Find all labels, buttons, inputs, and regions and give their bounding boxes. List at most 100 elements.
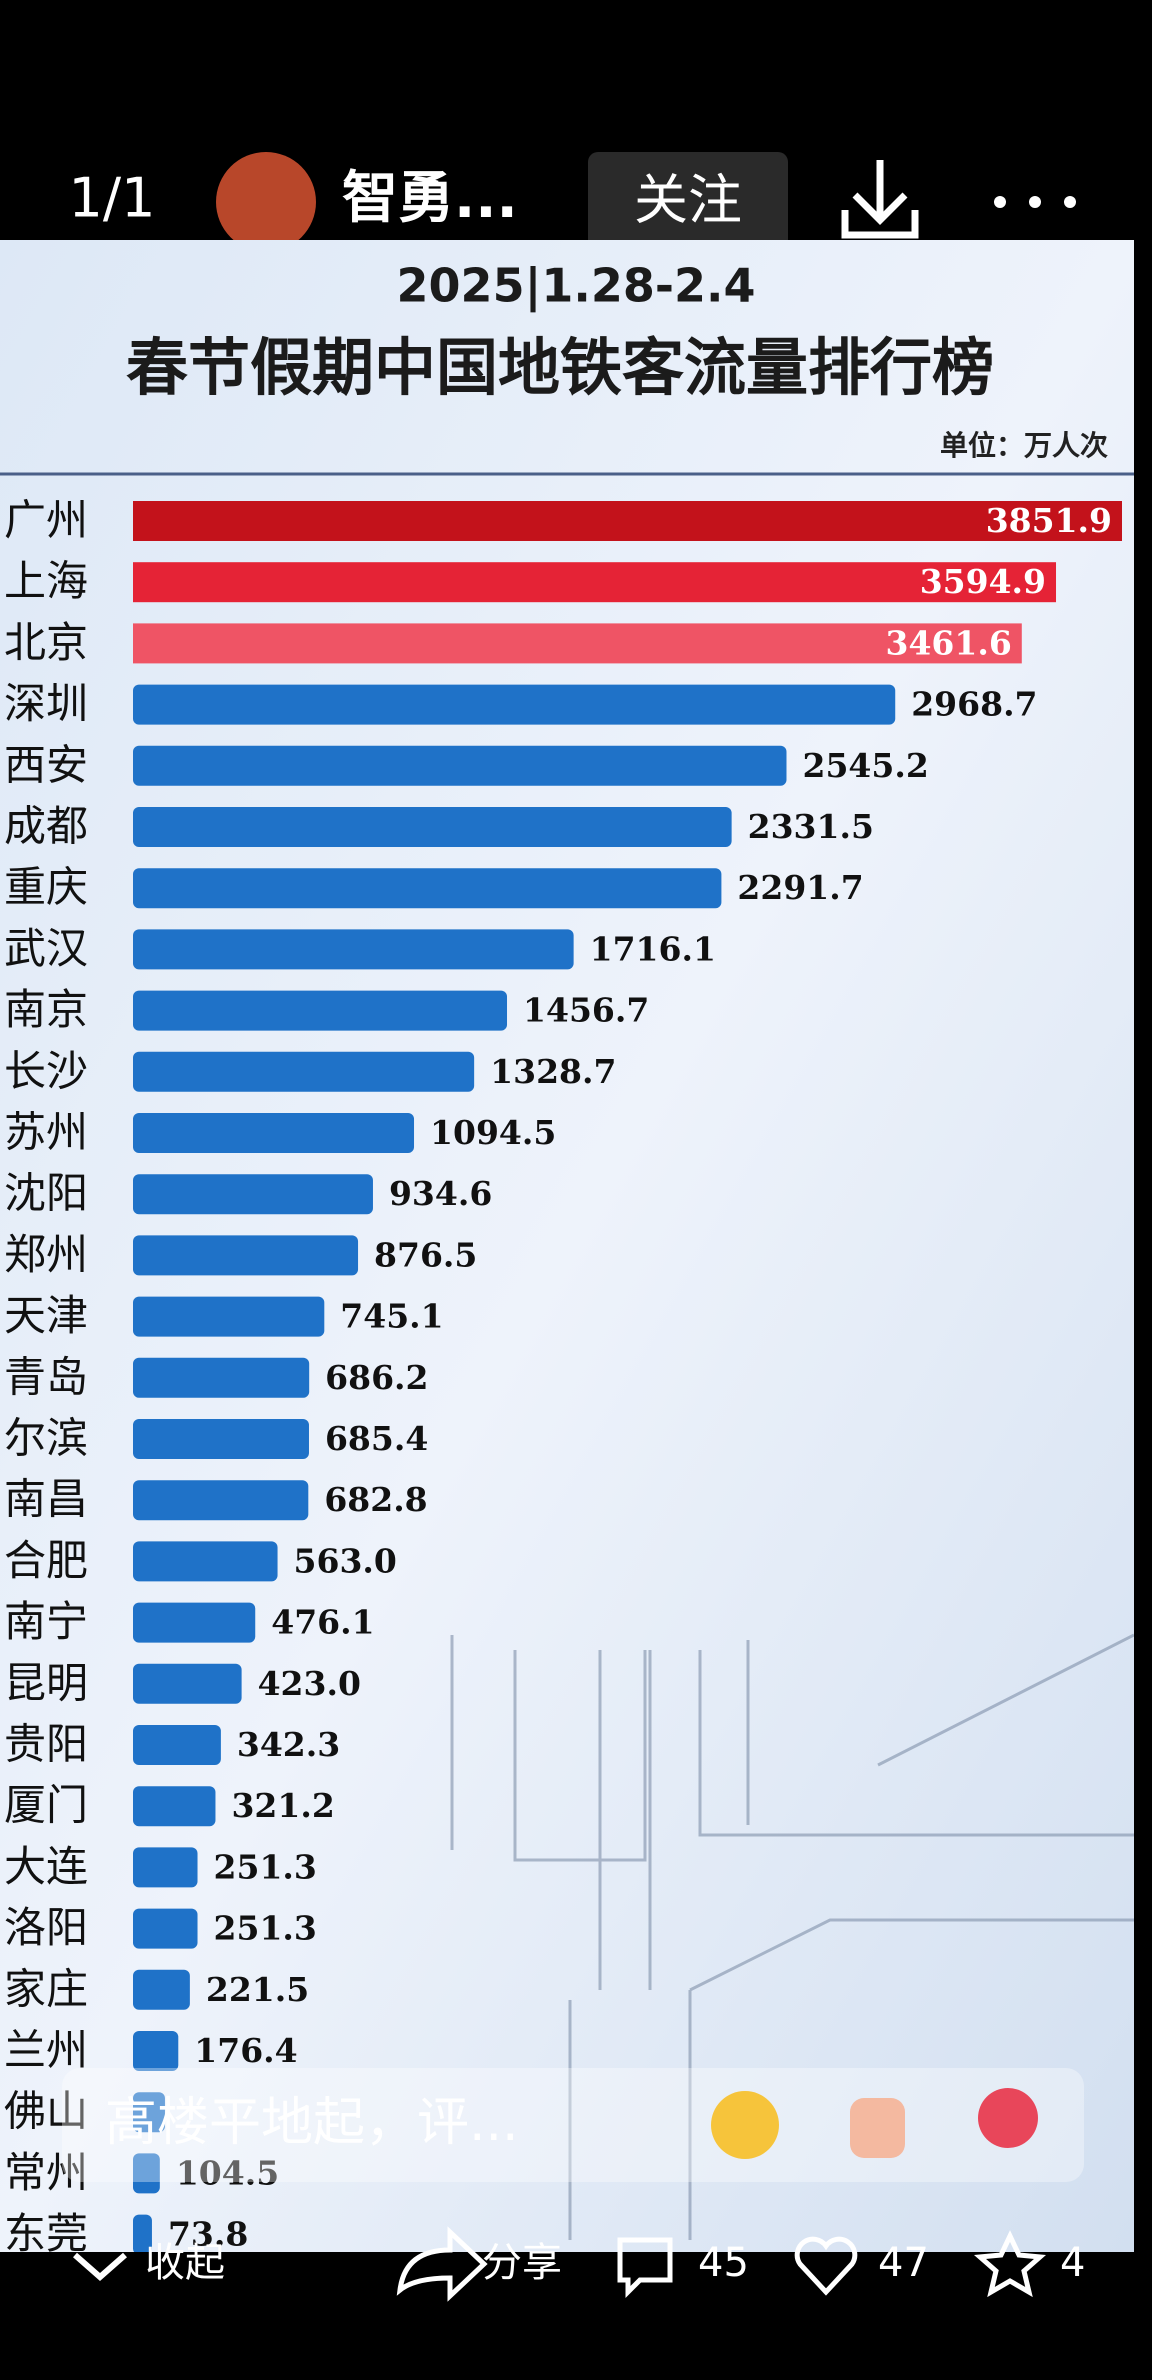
bar	[133, 1357, 310, 1398]
more-icon[interactable]	[994, 196, 1076, 208]
value-label: 876.5	[374, 1235, 477, 1274]
emoji-grin[interactable]	[711, 2091, 779, 2159]
value-label: 682.8	[324, 1480, 427, 1519]
value-label: 176.4	[194, 2031, 297, 2070]
category-label: 西安	[4, 740, 88, 789]
bar	[133, 1051, 475, 1092]
value-label: 476.1	[271, 1603, 374, 1642]
comment-count: 45	[698, 2240, 749, 2286]
value-label: 2331.5	[748, 807, 874, 846]
value-label: 934.6	[389, 1174, 492, 1213]
bar	[133, 990, 508, 1031]
category-label: 合肥	[4, 1536, 88, 1585]
category-label: 重庆	[4, 863, 88, 912]
category-label: 天津	[4, 1291, 88, 1340]
chart-title: 春节假期中国地铁客流量排行榜	[126, 331, 994, 404]
category-label: 兰州	[4, 2026, 88, 2075]
bar	[133, 929, 574, 970]
chart-subtitle: 2025|1.28-2.4	[397, 259, 756, 314]
bar	[133, 1847, 198, 1888]
bar	[133, 1969, 190, 2010]
category-label: 昆明	[4, 1658, 88, 1707]
follow-label: 关注	[634, 169, 742, 232]
value-label: 104.5	[176, 2153, 279, 2192]
collapse-label[interactable]: 收起	[145, 2240, 225, 2286]
chart-image: 2025|1.28-2.4 春节假期中国地铁客流量排行榜 单位：万人次 广州 38…	[0, 240, 1134, 2258]
share-icon[interactable]	[396, 2226, 488, 2302]
share-label[interactable]: 分享	[482, 2240, 562, 2286]
bar	[133, 501, 1122, 541]
bar	[133, 2031, 179, 2071]
collapse-icon[interactable]	[73, 2252, 127, 2281]
author-name[interactable]: 智勇...	[342, 166, 518, 231]
value-label: 3594.9	[920, 562, 1046, 601]
category-label: 郑州	[4, 1230, 88, 1279]
comment-placeholder[interactable]: 高楼平地起，评...	[105, 2093, 519, 2153]
bar	[133, 2153, 160, 2194]
value-label: 3851.9	[986, 501, 1112, 540]
value-label: 321.2	[231, 1786, 334, 1825]
comment-icon[interactable]	[617, 2237, 673, 2299]
category-label: 上海	[4, 557, 88, 606]
bar	[133, 1235, 359, 1276]
like-icon[interactable]	[794, 2236, 858, 2296]
download-icon[interactable]	[841, 160, 919, 239]
value-label: 2968.7	[911, 685, 1037, 724]
category-label: 长沙	[4, 1046, 88, 1095]
value-label: 423.0	[258, 1664, 361, 1703]
category-label: 沈阳	[4, 1169, 88, 1218]
category-label: 东莞	[4, 2209, 88, 2258]
bar	[133, 1419, 309, 1459]
value-label: 685.4	[325, 1419, 428, 1458]
category-label: 厦门	[4, 1781, 88, 1830]
category-label: 家庄	[4, 1964, 88, 2013]
value-label: 73.8	[168, 2215, 248, 2254]
bar	[133, 1113, 415, 1153]
value-label: 2291.7	[737, 868, 863, 907]
bar	[133, 623, 1022, 664]
bar	[133, 1786, 216, 1827]
value-label: 1456.7	[523, 991, 649, 1030]
category-label: 武汉	[4, 924, 88, 973]
value-label: 1328.7	[490, 1052, 616, 1091]
category-label: 尔滨	[4, 1414, 88, 1463]
bar	[133, 1480, 309, 1521]
unit-label: 单位：万人次	[940, 429, 1108, 462]
category-label: 北京	[4, 618, 88, 667]
favorite-icon[interactable]	[973, 2230, 1047, 2298]
comment-box[interactable]	[62, 2068, 1084, 2182]
bar	[133, 1663, 242, 1704]
bar	[133, 1174, 373, 1215]
like-count: 47	[878, 2240, 929, 2286]
value-label: 221.5	[206, 1970, 309, 2009]
value-label: 686.2	[325, 1358, 428, 1397]
category-label: 成都	[4, 802, 88, 851]
value-label: 1716.1	[590, 929, 716, 968]
bar	[133, 807, 732, 847]
category-label: 青岛	[4, 1352, 88, 1401]
value-label: 563.0	[294, 1541, 397, 1580]
follow-button[interactable]	[588, 152, 788, 252]
category-label: 佛山	[4, 2087, 88, 2136]
value-label: 3461.6	[885, 623, 1011, 662]
bar	[133, 562, 1057, 603]
avatar[interactable]	[216, 152, 316, 252]
category-label: 大连	[4, 1842, 88, 1891]
bar	[133, 745, 787, 786]
bar	[133, 2214, 152, 2252]
emoji-flower[interactable]	[978, 2088, 1038, 2148]
category-label: 南京	[4, 985, 88, 1034]
background-drawing	[450, 1633, 1134, 2240]
value-label: 251.3	[214, 1847, 317, 1886]
emoji-thumbs-up[interactable]	[850, 2098, 905, 2158]
bar	[133, 1725, 221, 1765]
value-label: 745.1	[340, 1297, 443, 1336]
category-label: 苏州	[4, 1108, 88, 1157]
bar	[133, 1602, 256, 1643]
value-label: 1094.5	[430, 1113, 556, 1152]
bar	[133, 1541, 278, 1582]
category-label: 广州	[4, 496, 88, 545]
favorite-count: 4	[1060, 2240, 1085, 2286]
value-label: 342.3	[237, 1725, 340, 1764]
